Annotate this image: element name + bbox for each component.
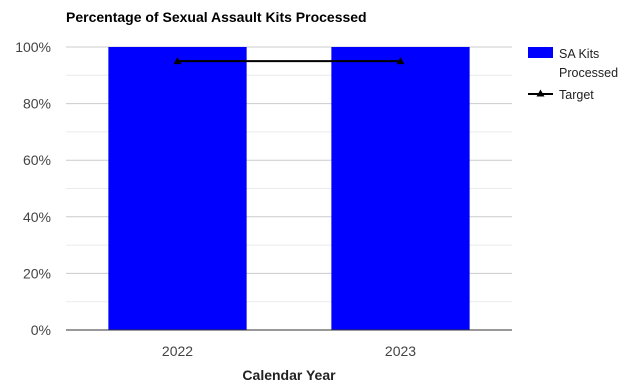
y-axis-ticks: 0% 20% 40% 60% 80% 100% (15, 39, 51, 338)
x-axis-title: Calendar Year (242, 367, 336, 383)
y-tick-label: 20% (23, 265, 51, 281)
legend-label-sa-kits-line1: SA Kits (559, 47, 599, 61)
legend: SA Kits Processed Target (528, 47, 618, 102)
chart-title: Percentage of Sexual Assault Kits Proces… (66, 9, 367, 25)
x-tick-label: 2023 (385, 343, 416, 359)
target-series (173, 57, 405, 65)
legend-swatch-sa-kits (528, 47, 553, 58)
bars (108, 47, 470, 330)
x-tick-label: 2022 (162, 343, 193, 359)
target-marker-2023 (396, 57, 405, 65)
bar-2022 (108, 47, 247, 330)
bar-2023 (331, 47, 470, 330)
y-tick-label: 80% (23, 96, 51, 112)
y-tick-label: 40% (23, 209, 51, 225)
target-marker-2022 (173, 57, 182, 65)
legend-label-target: Target (559, 88, 594, 102)
y-tick-label: 100% (15, 39, 51, 55)
y-tick-label: 0% (31, 322, 51, 338)
x-axis-ticks: 2022 2023 (162, 343, 416, 359)
legend-label-sa-kits-line2: Processed (559, 66, 618, 80)
y-tick-label: 60% (23, 152, 51, 168)
legend-target-marker (536, 89, 545, 97)
